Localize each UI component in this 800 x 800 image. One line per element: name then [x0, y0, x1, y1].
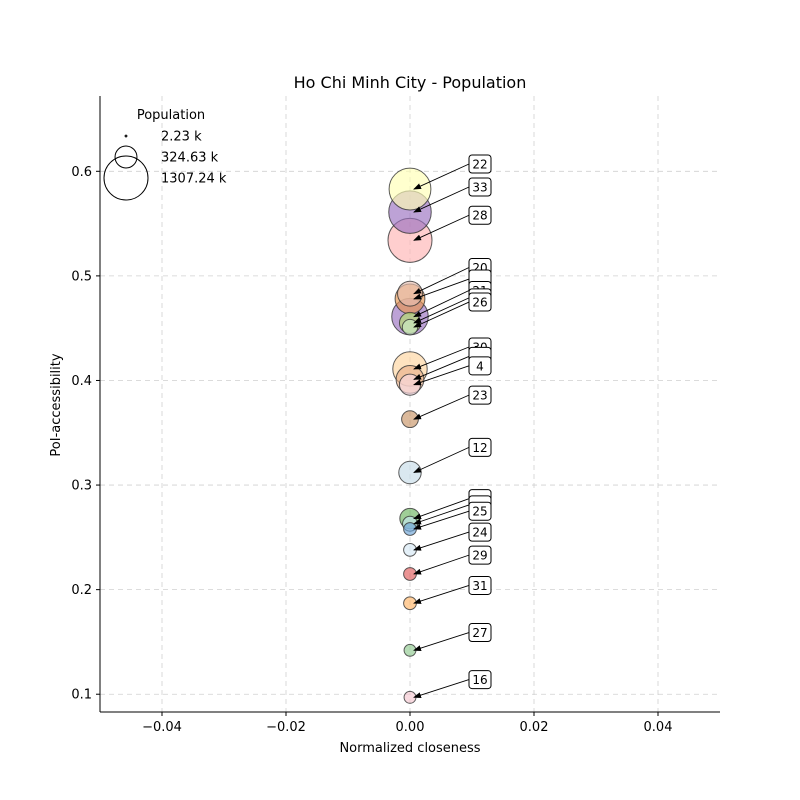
annotation-box: [468, 545, 492, 565]
annotations-layer: 2233282021263042312252429312716: [413, 154, 492, 699]
annotation-arrow: [413, 554, 470, 575]
annotation-arrow: [413, 290, 470, 318]
legend-marker: [124, 134, 128, 138]
annotation-arrow: [413, 301, 470, 328]
annotation-arrow: [413, 585, 470, 604]
x-tick-label: 0.04: [644, 720, 673, 735]
x-tick-label: 0.00: [396, 720, 425, 735]
data-point-bubble: [398, 460, 422, 485]
annotation-arrow: [413, 632, 470, 651]
annotation-label: 12: [472, 441, 487, 455]
annotation-label: 25: [472, 505, 487, 519]
annotation-label: 22: [472, 157, 487, 171]
data-point-bubble: [401, 318, 419, 336]
annotation-arrow: [413, 531, 470, 551]
y-tick-label: 0.3: [71, 479, 92, 494]
annotation-label: 16: [472, 673, 487, 687]
chart-title: Ho Chi Minh City - Population: [294, 73, 527, 92]
x-tick-label: 0.02: [520, 720, 549, 735]
ticks: −0.04 −0.02 0.00 0.02 0.04 0.1 0.2 0.3 0.4 0.5 0.6: [71, 165, 672, 735]
legend-marker: [103, 155, 149, 201]
data-point-bubble: [397, 280, 423, 307]
annotation-arrow: [413, 267, 470, 295]
annotation-arrow: [413, 679, 470, 699]
annotation-label: 29: [472, 549, 487, 563]
annotation-arrow: [413, 394, 470, 420]
y-tick-label: 0.5: [71, 269, 92, 284]
y-tick-label: 0.6: [71, 165, 92, 180]
annotation-box: [468, 575, 492, 595]
annotation-arrow: [413, 446, 470, 473]
annotation-label: 24: [472, 526, 487, 540]
annotation-label: 26: [472, 296, 487, 310]
annotation-arrow: [413, 163, 470, 190]
annotation-label: 33: [472, 180, 487, 194]
annotation-arrow: [413, 297, 470, 324]
annotation-label: 31: [472, 579, 487, 593]
annotation-box: [468, 522, 492, 542]
annotation-box: [468, 670, 492, 690]
legend-marker: [114, 145, 138, 169]
y-axis-label: PoI-accessibility: [49, 353, 64, 456]
annotation-arrow: [413, 498, 470, 519]
annotation-arrow: [413, 346, 470, 370]
annotation-label: 23: [472, 389, 487, 403]
x-tick-label: −0.02: [266, 720, 306, 735]
annotation-box: [468, 154, 492, 174]
legend-label: 1307.24 k: [161, 172, 227, 187]
annotation-arrow: [413, 365, 470, 386]
annotation-arrow: [413, 504, 470, 525]
annotation-box: [468, 177, 492, 197]
y-tick-label: 0.1: [71, 688, 92, 703]
annotation-arrow: [413, 214, 470, 241]
y-tick-label: 0.4: [71, 374, 92, 389]
annotation-arrow: [413, 355, 470, 380]
data-point-bubble: [388, 167, 432, 211]
annotation-label: 4: [476, 359, 484, 373]
annotation-arrow: [413, 510, 470, 530]
annotation-box: [468, 623, 492, 643]
annotation-box: [468, 356, 492, 376]
legend-label: 2.23 k: [161, 130, 202, 145]
data-point-bubble: [401, 410, 419, 429]
annotation-box: [468, 292, 492, 312]
x-axis-label: Normalized closeness: [339, 741, 480, 756]
y-tick-label: 0.2: [71, 583, 92, 598]
annotation-label: 27: [472, 626, 487, 640]
data-point-bubble: [398, 373, 422, 396]
annotation-box: [468, 205, 492, 225]
annotation-box: [468, 501, 492, 521]
annotation-arrow: [413, 186, 470, 213]
x-tick-label: −0.04: [142, 720, 182, 735]
legend-title: Population: [137, 108, 205, 123]
annotation-box: [468, 385, 492, 405]
annotation-box: [468, 437, 492, 457]
legend-label: 324.63 k: [161, 151, 219, 166]
legend: Population 2.23 k 324.63 k 1307.24 k: [103, 108, 227, 201]
annotation-label: 28: [472, 209, 487, 223]
annotation-arrow: [413, 278, 470, 300]
